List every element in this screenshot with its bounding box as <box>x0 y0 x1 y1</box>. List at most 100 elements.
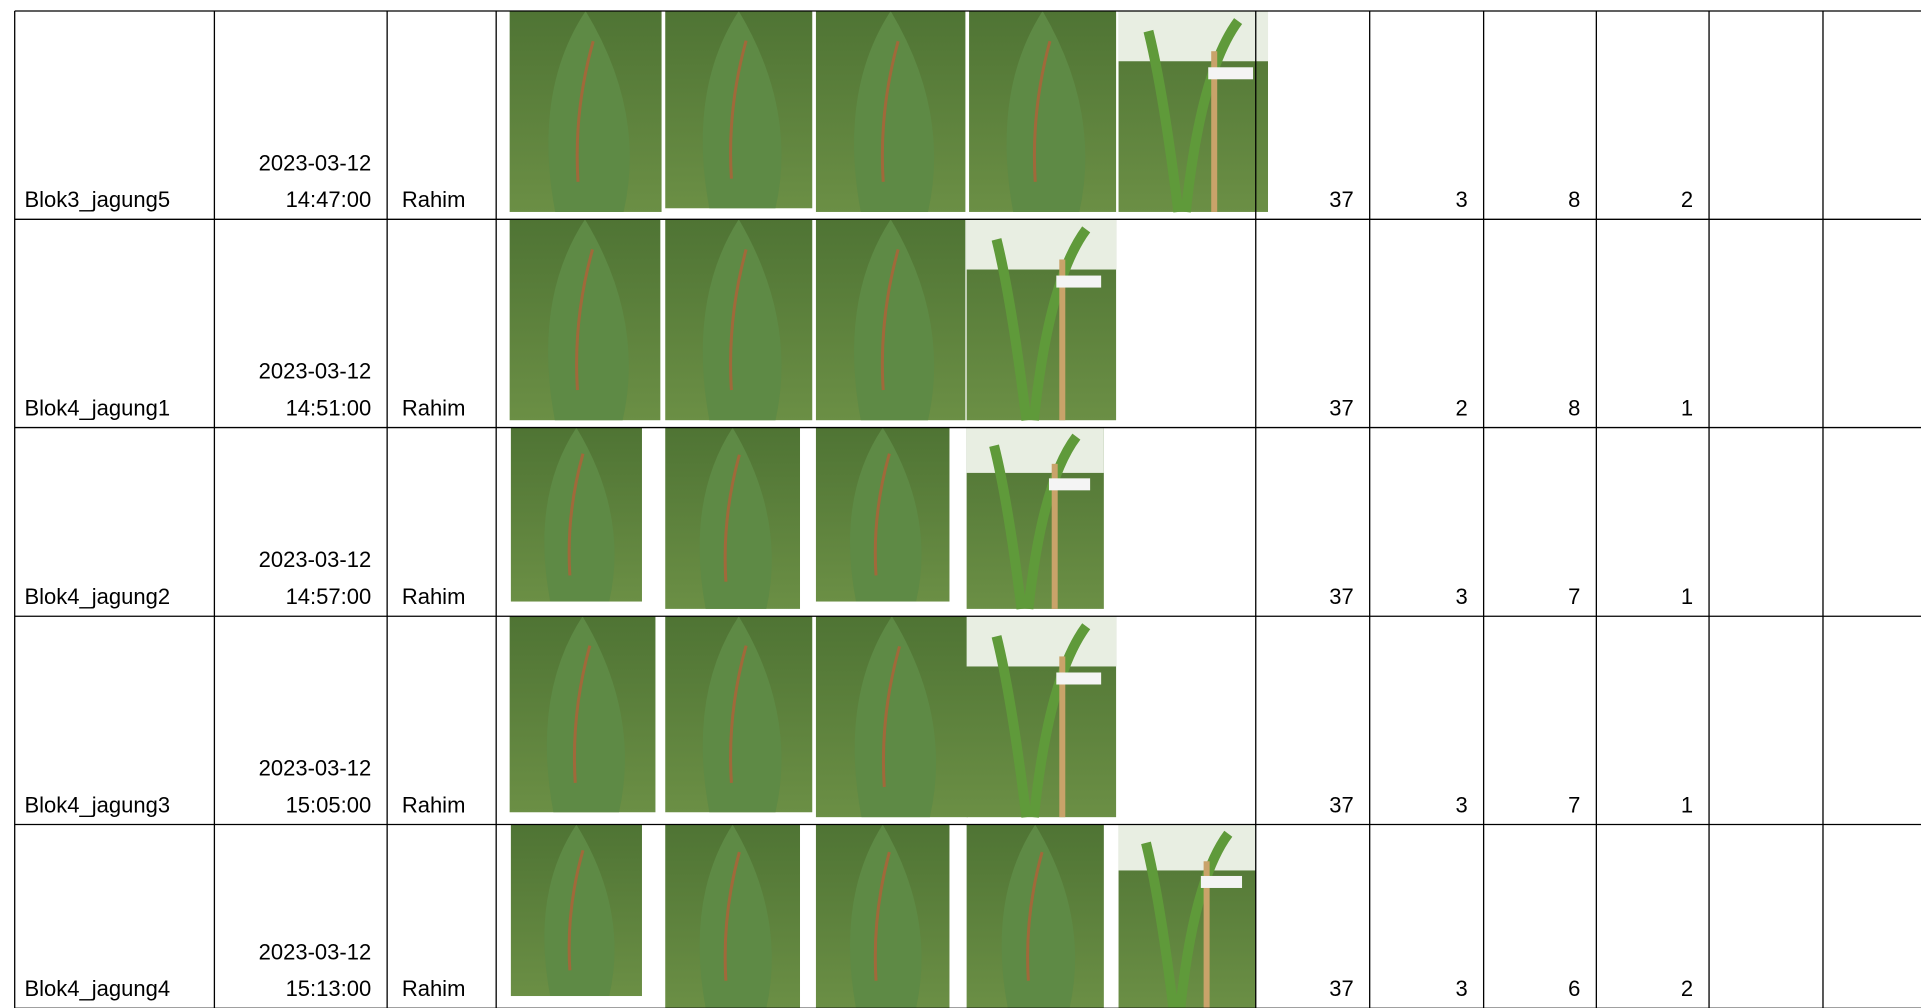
plant <box>989 433 1081 610</box>
score: 3 <box>1455 976 1467 1001</box>
plot-id: Blok4_jagung2 <box>25 584 171 609</box>
lesion <box>881 645 901 788</box>
score: 37 <box>1329 976 1353 1001</box>
score: 8 <box>1568 395 1580 420</box>
date: 2023-03-12 <box>259 756 372 781</box>
photo <box>509 11 662 212</box>
leaf <box>548 219 629 421</box>
leaf <box>699 824 772 1008</box>
sky <box>966 219 1117 270</box>
plant <box>991 623 1091 818</box>
observer: Rahim <box>402 187 466 212</box>
leaf <box>854 219 935 421</box>
observer: Rahim <box>402 792 466 817</box>
photo <box>665 427 801 609</box>
photo <box>815 616 968 818</box>
photo <box>509 219 661 421</box>
photo <box>509 616 656 813</box>
score: 1 <box>1681 792 1693 817</box>
lesion <box>880 40 900 182</box>
sky <box>966 427 1104 473</box>
leaf <box>854 616 937 818</box>
lesion <box>1032 40 1052 182</box>
date: 2023-03-12 <box>259 150 372 175</box>
leaf <box>702 616 782 813</box>
score: 2 <box>1681 187 1693 212</box>
lesion <box>723 454 741 582</box>
lesion <box>1026 851 1044 981</box>
photo <box>1118 11 1269 213</box>
plant <box>1143 18 1243 213</box>
photo <box>665 11 813 209</box>
lesion <box>572 645 592 783</box>
leaf <box>702 11 782 209</box>
plot-id: Blok4_jagung1 <box>25 395 171 420</box>
lesion <box>873 851 891 981</box>
lesion <box>880 249 900 391</box>
sky <box>966 616 1117 667</box>
time: 14:51:00 <box>286 395 372 420</box>
photo <box>665 219 813 421</box>
score: 2 <box>1681 976 1693 1001</box>
score: 1 <box>1681 584 1693 609</box>
lesion <box>729 645 748 783</box>
score: 7 <box>1568 584 1580 609</box>
score: 37 <box>1329 792 1353 817</box>
score: 3 <box>1455 584 1467 609</box>
score: 3 <box>1455 187 1467 212</box>
plot-id: Blok4_jagung4 <box>25 976 171 1001</box>
photo <box>665 824 801 1008</box>
date: 2023-03-12 <box>259 359 372 384</box>
lesion <box>575 40 595 182</box>
leaf <box>544 824 615 997</box>
photo <box>510 427 642 602</box>
score: 3 <box>1455 792 1467 817</box>
photo <box>815 219 966 421</box>
time: 15:13:00 <box>286 976 372 1001</box>
time: 14:47:00 <box>286 187 372 212</box>
leaf <box>854 11 935 212</box>
leaf <box>849 427 922 602</box>
observer: Rahim <box>402 976 466 1001</box>
leaf <box>548 11 630 212</box>
stake <box>1059 259 1066 421</box>
lesion <box>567 453 585 576</box>
score: 1 <box>1681 395 1693 420</box>
time: 14:57:00 <box>286 584 372 609</box>
tag <box>1048 478 1091 491</box>
observer: Rahim <box>402 584 466 609</box>
score: 6 <box>1568 976 1580 1001</box>
photo <box>966 824 1104 1008</box>
photo <box>1118 824 1256 1008</box>
plant <box>1141 830 1233 1008</box>
tag <box>1208 67 1254 80</box>
plot-id: Blok3_jagung5 <box>25 187 171 212</box>
score: 7 <box>1568 792 1580 817</box>
lesion <box>567 849 585 971</box>
leaf <box>702 219 782 421</box>
photo <box>969 11 1117 212</box>
tag <box>1056 275 1102 288</box>
stake <box>1051 463 1058 609</box>
photo <box>510 824 642 997</box>
lesion <box>873 453 891 576</box>
score: 2 <box>1455 395 1467 420</box>
date: 2023-03-12 <box>259 547 372 572</box>
observer: Rahim <box>402 395 466 420</box>
tag <box>1200 875 1243 888</box>
leaf <box>544 427 615 602</box>
date: 2023-03-12 <box>259 939 372 964</box>
plant <box>991 226 1091 421</box>
photo <box>966 427 1104 610</box>
score: 37 <box>1329 395 1353 420</box>
score: 8 <box>1568 187 1580 212</box>
sky <box>1118 824 1256 871</box>
photo <box>815 824 950 1008</box>
photo <box>966 616 1117 818</box>
leaf <box>699 427 772 609</box>
leaf <box>546 616 625 813</box>
photo <box>966 219 1117 421</box>
leaf <box>1006 11 1086 212</box>
lesion <box>729 249 748 391</box>
